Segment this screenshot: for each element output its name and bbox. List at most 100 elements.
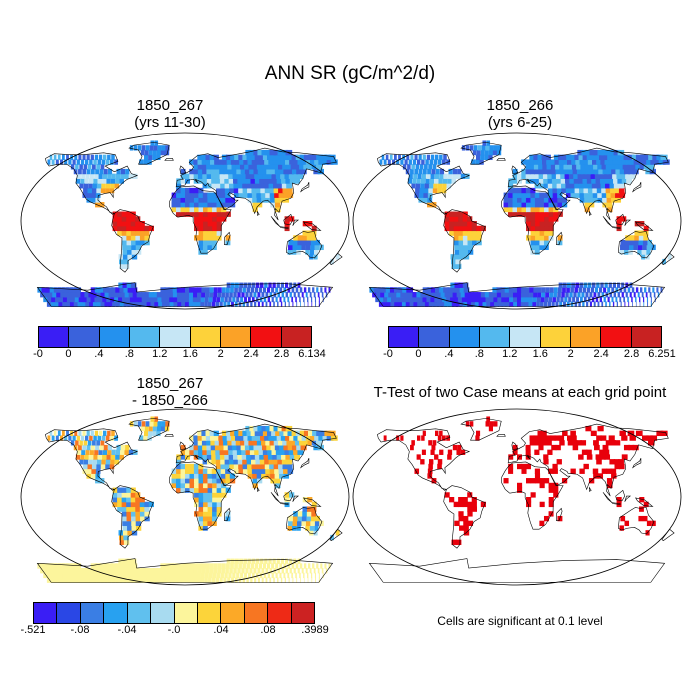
grid-cell <box>123 577 130 583</box>
grid-cell <box>236 449 243 455</box>
grid-cell <box>263 178 270 184</box>
grid-cell <box>96 459 102 465</box>
grid-cell <box>505 296 510 303</box>
grid-cell <box>82 468 88 474</box>
grid-cell <box>639 506 644 512</box>
grid-cell <box>70 563 77 569</box>
grid-cell <box>265 149 272 156</box>
grid-cell <box>238 192 244 198</box>
grid-cell <box>616 221 622 227</box>
grid-cell <box>651 244 656 251</box>
grid-cell <box>555 301 559 307</box>
grid-cell <box>606 468 612 474</box>
grid-cell <box>108 292 115 298</box>
grid-cell <box>180 197 186 203</box>
grid-cell <box>283 192 289 198</box>
grid-cell <box>641 254 646 260</box>
grid-cell <box>230 435 237 441</box>
grid-cell <box>534 468 540 474</box>
grid-cell <box>603 154 610 161</box>
grid-cell <box>214 168 221 175</box>
grid-cell <box>219 449 225 455</box>
grid-cell <box>117 492 123 498</box>
grid-cell <box>157 421 162 427</box>
grid-cell <box>660 154 668 161</box>
grid-cell <box>226 558 231 564</box>
grid-cell <box>520 296 526 303</box>
grid-cell <box>131 301 138 307</box>
grid-cell <box>208 577 212 583</box>
grid-cell <box>189 197 195 203</box>
grid-cell <box>235 435 241 441</box>
grid-cell <box>145 145 150 151</box>
coastline-greenland <box>460 142 502 165</box>
grid-cell <box>144 225 150 232</box>
coastline-nz <box>661 528 675 541</box>
grid-cell <box>211 202 218 208</box>
grid-cell <box>662 159 670 165</box>
grid-cell <box>587 183 593 189</box>
grid-cell <box>525 168 531 175</box>
grid-cell <box>581 292 585 298</box>
grid-cell <box>68 435 72 441</box>
grid-cell <box>548 192 554 198</box>
grid-cell <box>587 296 591 303</box>
grid-cell <box>444 301 451 307</box>
grid-cell <box>171 473 177 479</box>
grid-cell <box>593 440 599 446</box>
grid-cell <box>307 287 311 293</box>
grid-cell <box>517 173 522 179</box>
grid-cell <box>557 292 561 298</box>
grid-cell <box>530 178 536 184</box>
grid-cell <box>110 459 115 465</box>
grid-cell <box>408 159 412 165</box>
grid-cell <box>247 572 251 579</box>
grid-cell <box>176 459 182 465</box>
grid-cell <box>287 430 294 437</box>
grid-cell <box>216 482 222 489</box>
grid-cell <box>126 225 132 232</box>
grid-cell <box>311 230 317 236</box>
grid-cell <box>53 287 61 293</box>
grid-cell <box>220 459 226 465</box>
grid-cell <box>441 159 446 165</box>
grid-cell <box>243 159 249 165</box>
grid-cell <box>277 292 281 298</box>
grid-cell <box>249 149 256 156</box>
grid-cell <box>149 145 154 151</box>
grid-cell <box>315 239 320 246</box>
grid-cell <box>214 435 220 441</box>
coastline-sa <box>111 209 154 273</box>
grid-cell <box>202 444 208 451</box>
grid-cell <box>279 154 286 161</box>
grid-cell <box>456 449 461 455</box>
grid-cell <box>224 183 230 189</box>
coastline-eur_asia <box>507 147 669 221</box>
grid-cell <box>529 292 534 298</box>
grid-cell <box>90 197 96 203</box>
grid-cell <box>602 168 609 175</box>
grid-cell <box>264 282 268 288</box>
grid-cell <box>324 287 327 293</box>
grid-cell <box>181 301 186 307</box>
grid-cell <box>597 197 604 203</box>
grid-cell <box>451 178 456 184</box>
grid-cell <box>140 239 146 246</box>
case1-colorbar-swatch <box>129 327 161 347</box>
grid-cell <box>253 568 257 574</box>
grid-cell <box>592 159 598 165</box>
grid-cell <box>280 558 284 564</box>
grid-cell <box>220 478 227 484</box>
grid-cell <box>614 440 621 446</box>
grid-cell <box>222 159 228 165</box>
grid-cell <box>205 568 210 574</box>
grid-cell <box>215 178 221 184</box>
grid-cell <box>460 173 466 179</box>
coastline-australia <box>617 507 655 535</box>
grid-cell <box>126 239 132 246</box>
grid-cell <box>189 435 195 441</box>
grid-cell <box>267 173 273 179</box>
grid-cell <box>639 296 641 303</box>
grid-cell <box>314 296 317 303</box>
grid-cell <box>100 187 106 194</box>
